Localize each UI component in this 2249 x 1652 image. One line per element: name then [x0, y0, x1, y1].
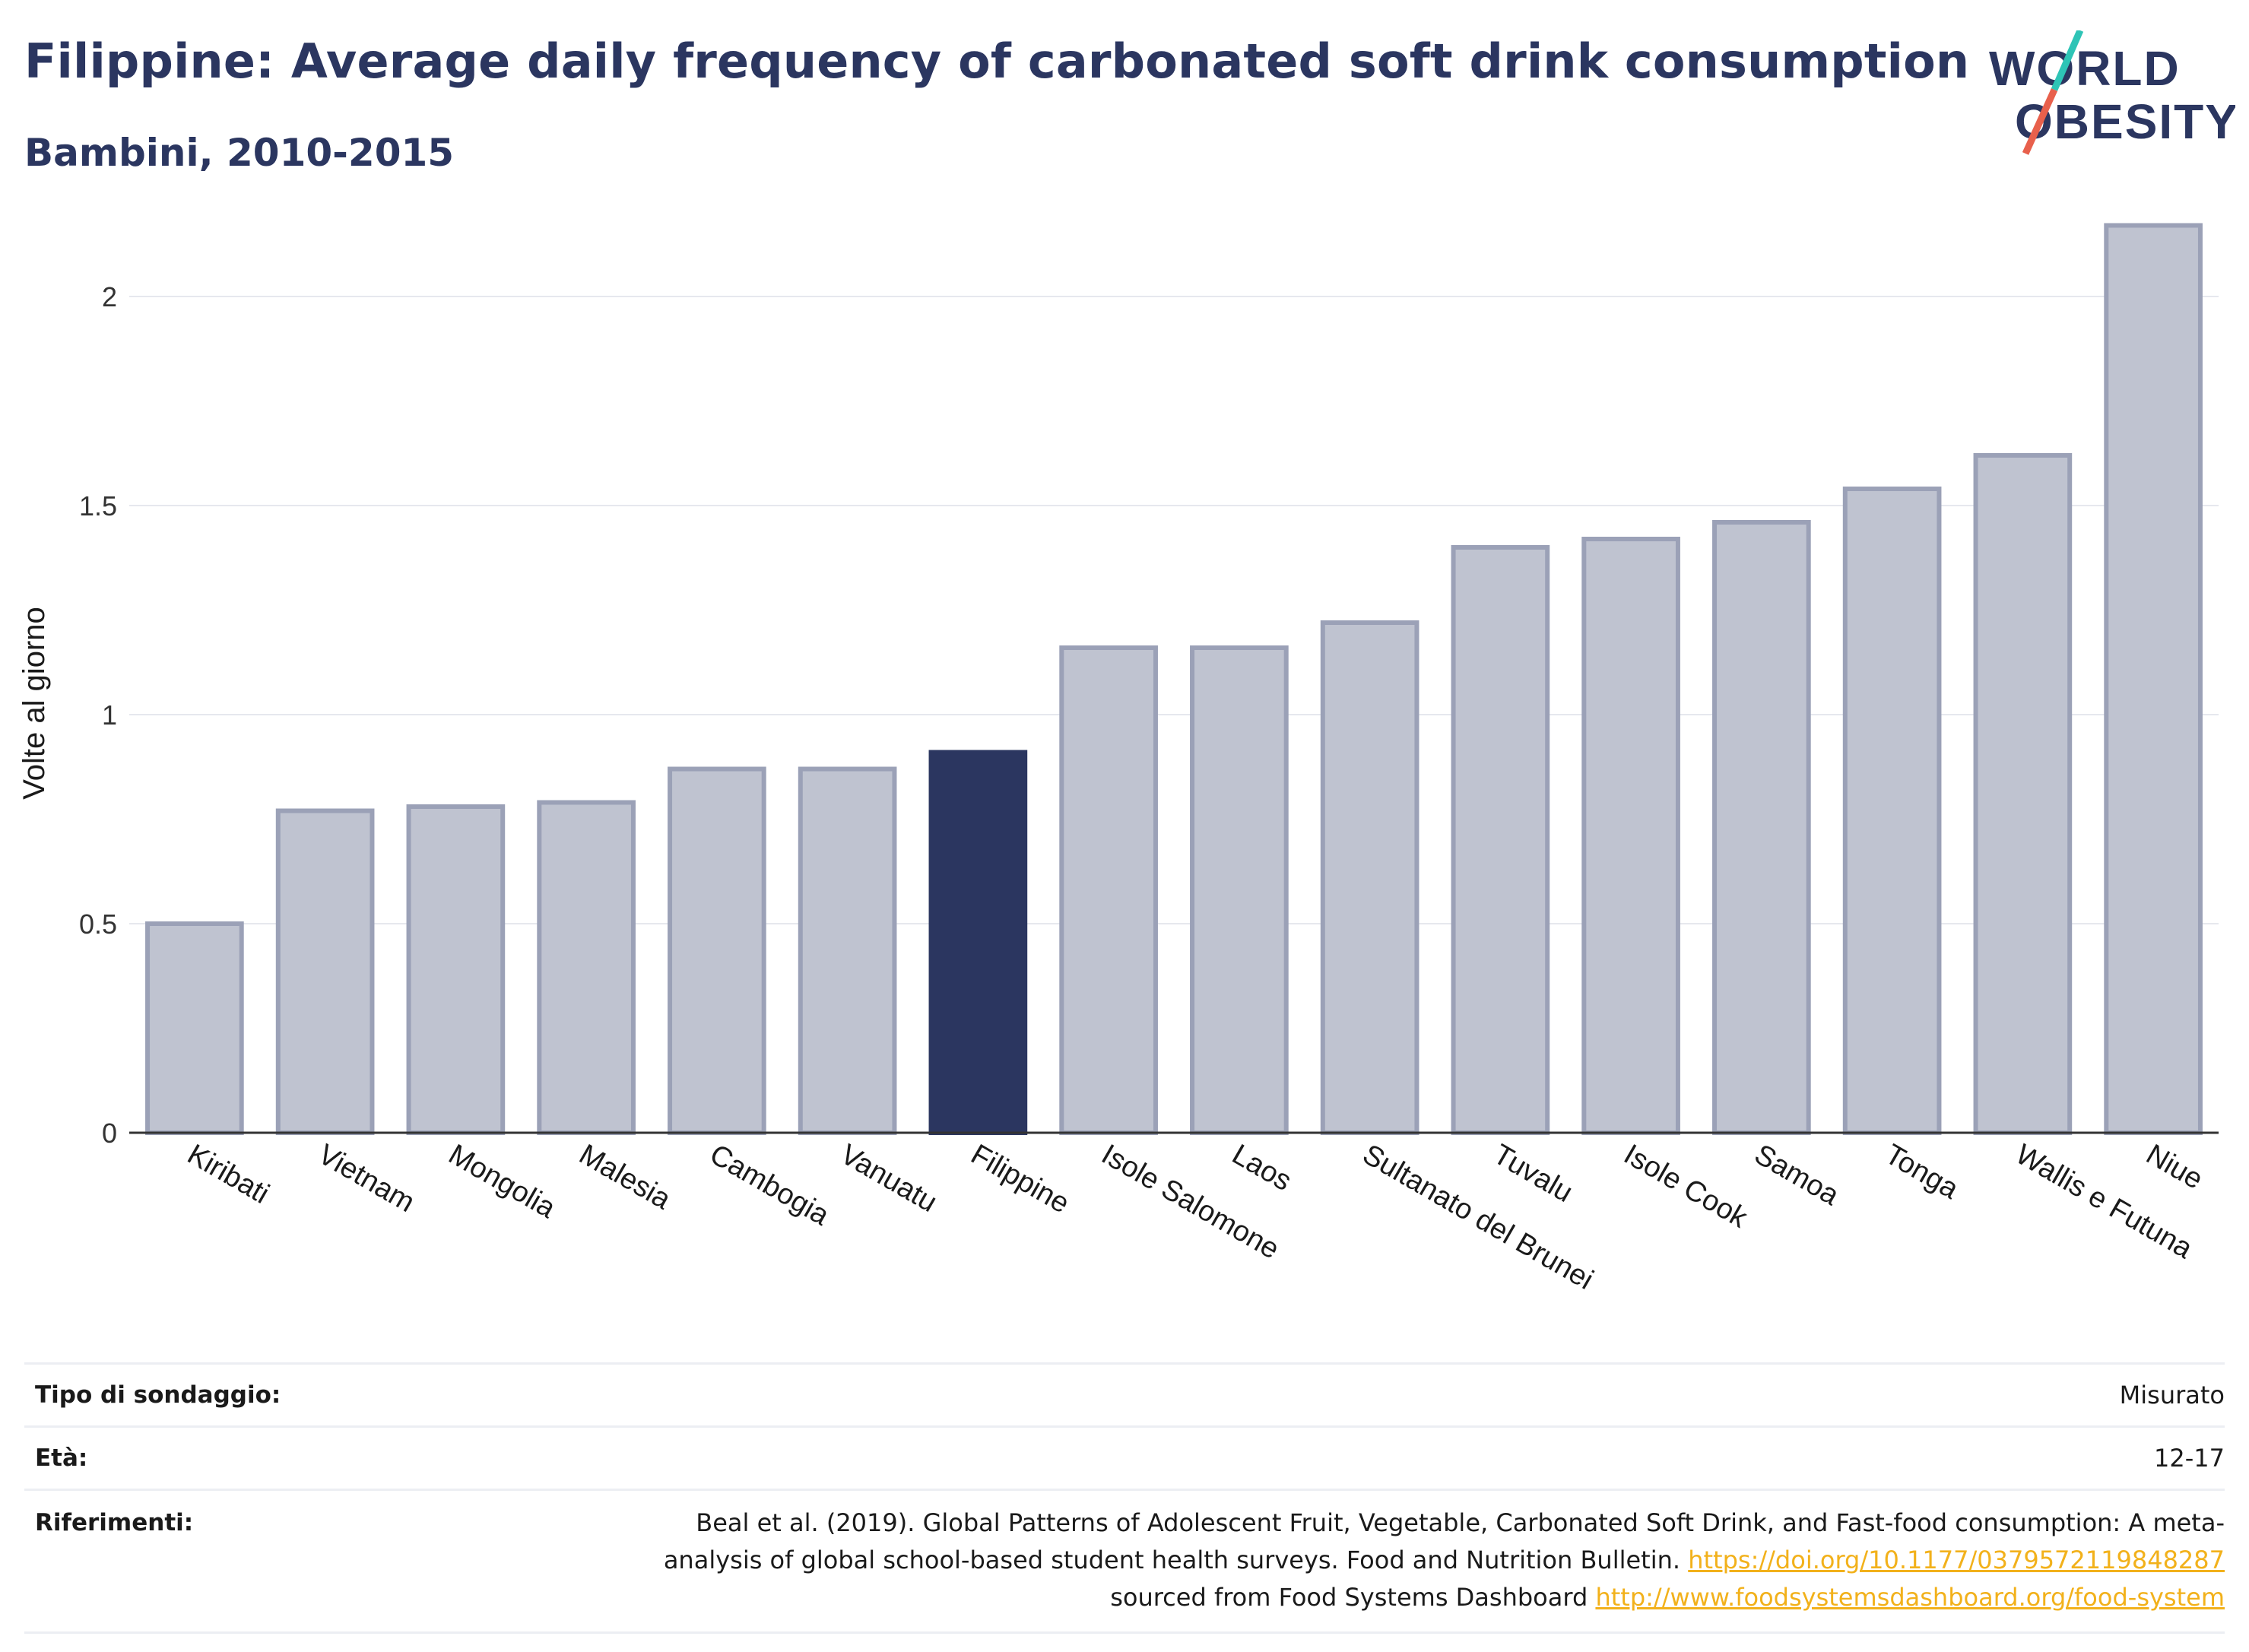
x-tick-label: Tonga [1879, 1138, 1964, 1206]
references-label: Riferimenti: [35, 1509, 194, 1536]
x-tick-label: Vanuatu [835, 1138, 942, 1219]
x-tick-label: Laos [1226, 1138, 1296, 1197]
bar-vietnam [275, 808, 375, 1135]
y-tick-label: 1 [102, 699, 117, 731]
references-text-1: Beal et al. (2019). Global Patterns of A… [663, 1508, 2225, 1574]
x-tick-label: Sultanato del Brunei [1357, 1138, 1598, 1295]
bar-wallis-e-futuna [1973, 453, 2073, 1135]
bar-laos [1190, 645, 1289, 1135]
bar-kiribati [145, 921, 244, 1135]
doi-link[interactable]: https://doi.org/10.1177/0379572119848287 [1688, 1546, 2225, 1574]
survey-type-label: Tipo di sondaggio: [35, 1381, 281, 1409]
bar-samoa [1712, 520, 1811, 1135]
x-axis-ticks: Kiribati Vietnam Mongolia Malesia Cambogia Va… [182, 1138, 2208, 1295]
x-tick-label: Mongolia [443, 1138, 561, 1225]
y-tick-label: 0 [102, 1118, 117, 1149]
info-row-survey-type: Tipo di sondaggio: Misurato [24, 1362, 2225, 1425]
x-tick-label: Vietnam [312, 1138, 420, 1219]
logo-slash-bottom [2022, 88, 2058, 155]
bar-cambogia [668, 766, 766, 1135]
bar-malesia [537, 800, 636, 1135]
age-label: Età: [35, 1444, 88, 1472]
bar-mongolia [406, 804, 506, 1135]
y-axis-label: Volte al giorno [17, 607, 51, 800]
references-value: Beal et al. (2019). Global Patterns of A… [620, 1505, 2225, 1616]
bar-chart: 0 0.5 1 1.5 2 Kiribati Vietnam Mongolia Malesia… [17, 223, 2219, 1296]
info-row-references: Riferimenti: Beal et al. (2019). Global … [24, 1489, 2225, 1634]
bar-filippine [928, 750, 1028, 1135]
x-tick-label: Malesia [574, 1138, 677, 1216]
bar-tuvalu [1451, 545, 1550, 1135]
age-value: 12-17 [2154, 1443, 2225, 1473]
logo-slash-top [2051, 30, 2084, 91]
bar-niue [2104, 223, 2203, 1135]
x-tick-label: Cambogia [704, 1138, 835, 1232]
bar-vanuatu [798, 766, 897, 1135]
y-tick-label: 1.5 [79, 490, 117, 522]
bar-tonga [1842, 487, 1942, 1135]
info-table: Tipo di sondaggio: Misurato Età: 12-17 R… [24, 1362, 2225, 1634]
world-obesity-logo: WORLD OBESITY [1989, 30, 2235, 155]
y-tick-label: 2 [102, 281, 117, 312]
bars [145, 223, 2203, 1135]
x-tick-label: Niue [2141, 1138, 2209, 1195]
bar-isole-salomone [1059, 645, 1158, 1135]
x-tick-label: Filippine [966, 1138, 1075, 1219]
info-row-age: Età: 12-17 [24, 1425, 2225, 1489]
y-tick-label: 0.5 [79, 908, 117, 940]
bar-isole-cook [1581, 537, 1680, 1135]
chart-subtitle: Bambini, 2010-2015 [24, 131, 455, 175]
chart-title: Filippine: Average daily frequency of ca… [24, 33, 1970, 89]
survey-type-value: Misurato [2119, 1380, 2225, 1409]
x-tick-label: Tuvalu [1488, 1138, 1578, 1209]
y-axis-ticks: 0 0.5 1 1.5 2 [79, 281, 117, 1149]
x-tick-label: Isole Cook [1619, 1138, 1753, 1235]
x-tick-label: Samoa [1749, 1138, 1845, 1212]
dashboard-link[interactable]: http://www.foodsystemsdashboard.org/food… [1595, 1583, 2225, 1612]
x-tick-label: Kiribati [182, 1138, 274, 1210]
logo-word-world: WORLD [1989, 41, 2181, 96]
references-text-2: sourced from Food Systems Dashboard [1110, 1583, 1596, 1612]
bar-sultanato-del-brunei [1320, 620, 1420, 1135]
